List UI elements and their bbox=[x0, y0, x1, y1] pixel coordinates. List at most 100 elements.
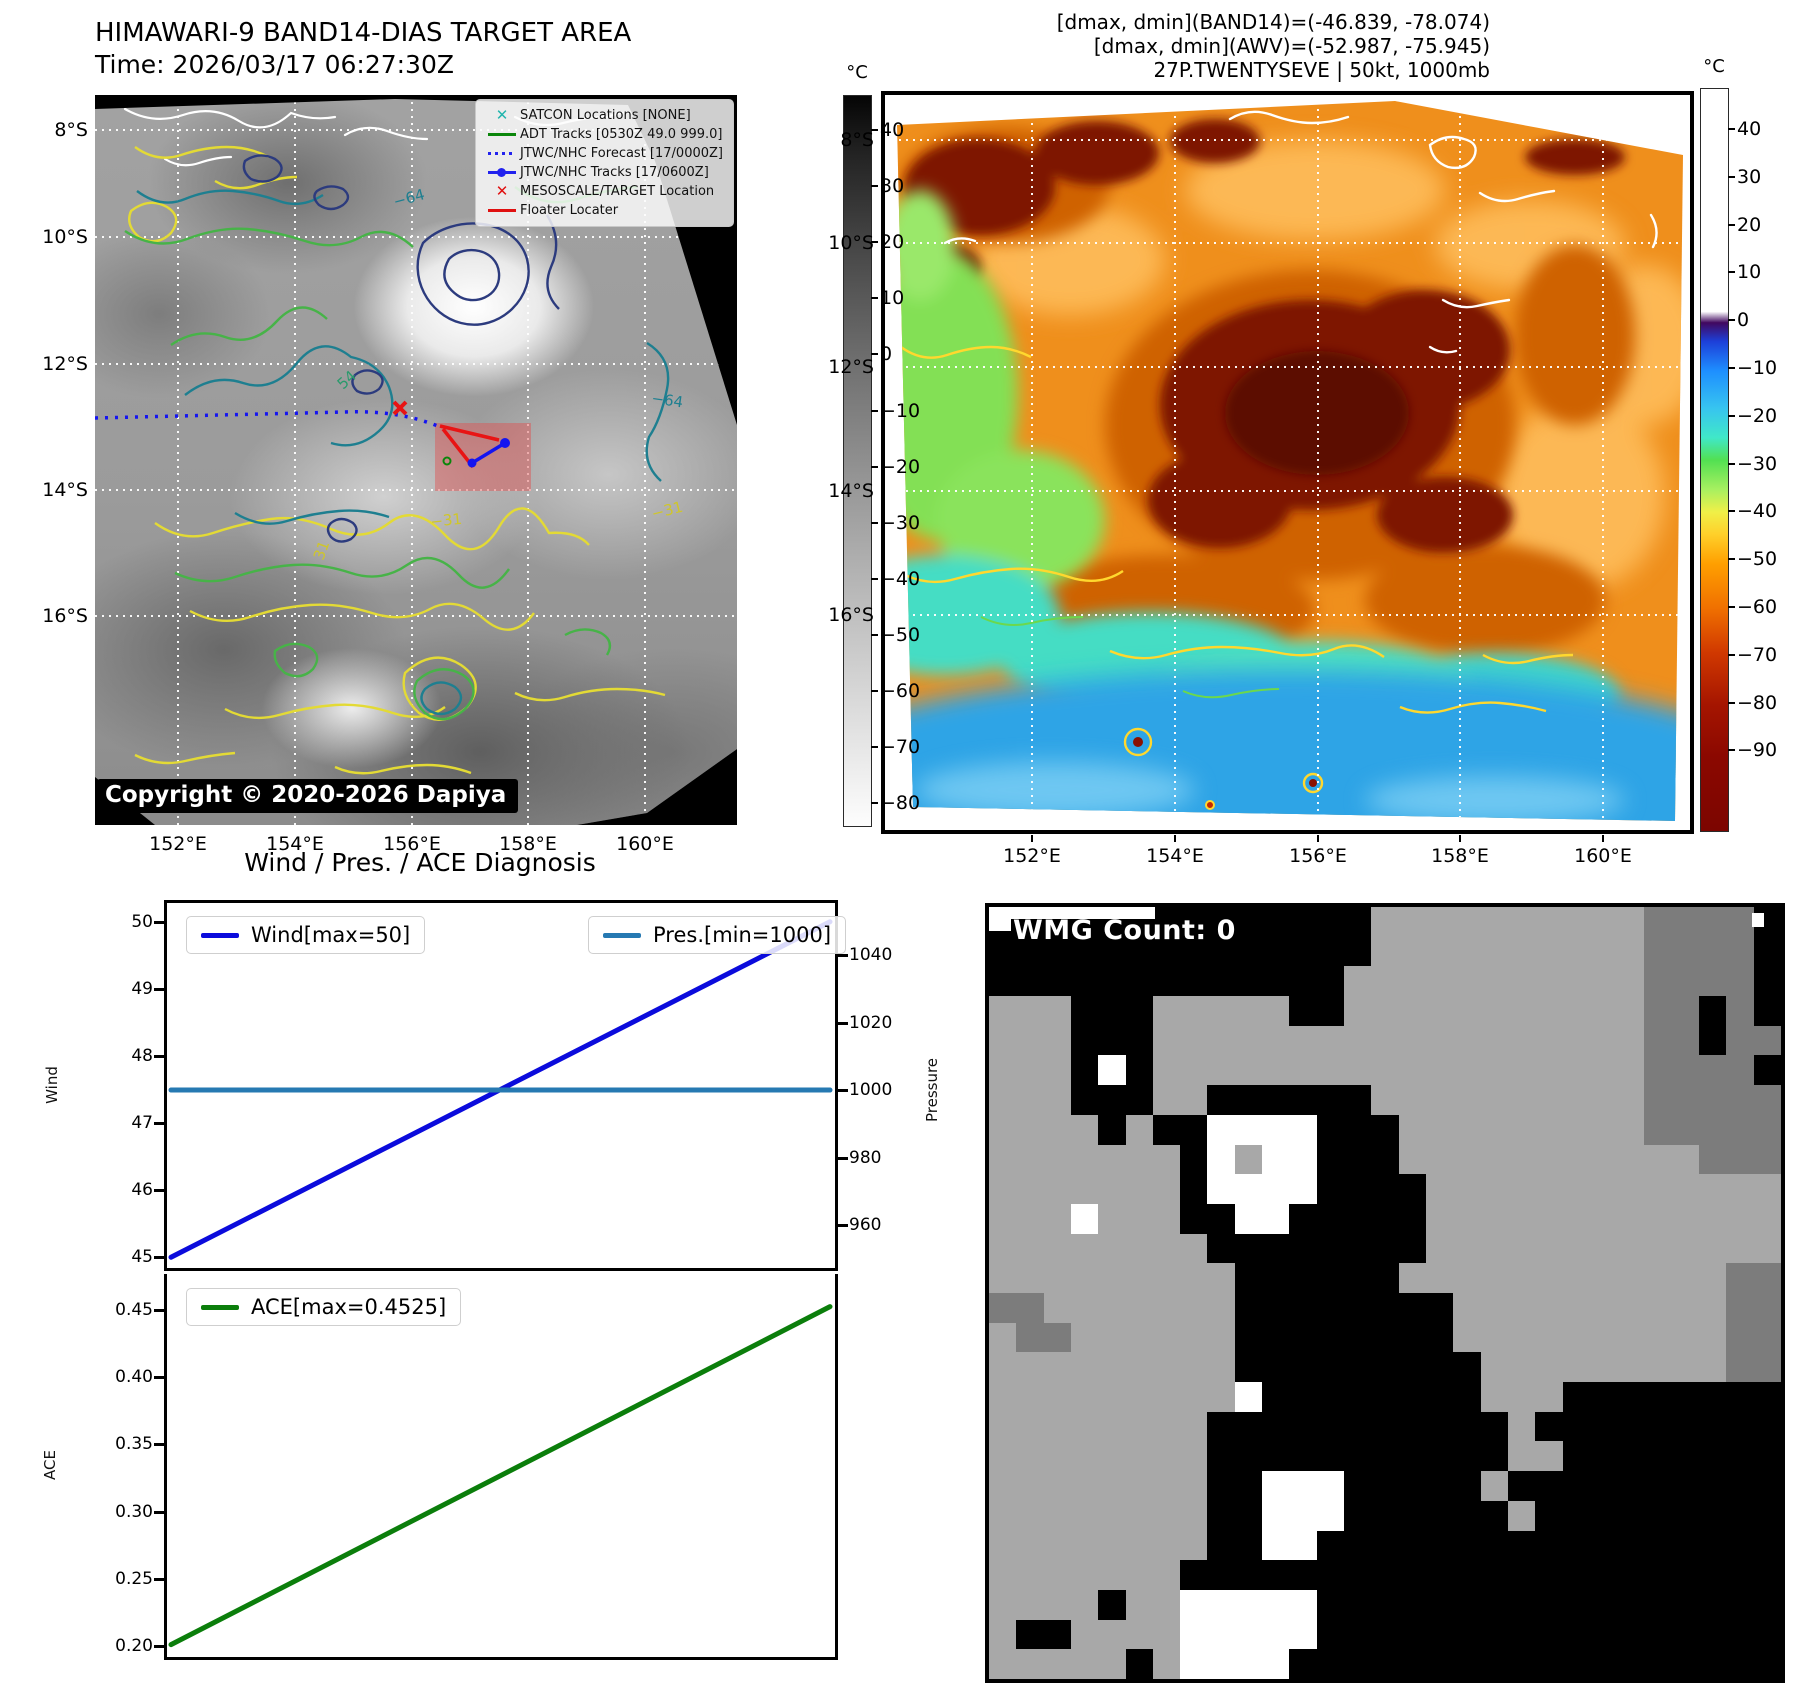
wmg-cell bbox=[1507, 996, 1536, 1026]
wmg-cell bbox=[1344, 1411, 1372, 1442]
wmg-cell bbox=[1316, 1560, 1345, 1590]
wmg-cell bbox=[1316, 1619, 1345, 1650]
wmg-cell bbox=[1043, 1352, 1071, 1383]
wmg-cell bbox=[1425, 966, 1454, 997]
wmg-cell bbox=[1316, 1500, 1345, 1531]
wmg-cell bbox=[1152, 936, 1181, 967]
tick-label: 980 bbox=[849, 1148, 882, 1168]
wmg-cell bbox=[1617, 1530, 1645, 1561]
legend-item: JTWC/NHC Tracks [17/0600Z] bbox=[484, 163, 723, 182]
tick-mark bbox=[871, 353, 878, 356]
wmg-cell bbox=[1507, 1500, 1536, 1531]
wmg-cell bbox=[1425, 1471, 1454, 1501]
wmg-cell bbox=[1562, 1233, 1590, 1264]
wmg-cell bbox=[1699, 1322, 1727, 1353]
wmg-cell bbox=[1753, 1174, 1781, 1204]
wmg-cell bbox=[1344, 1085, 1372, 1115]
tick-mark bbox=[154, 1309, 164, 1312]
tick-label: −40 bbox=[1737, 500, 1778, 523]
tick-mark bbox=[1728, 749, 1735, 752]
wmg-cell bbox=[1562, 966, 1590, 997]
wmg-cell bbox=[1671, 966, 1700, 997]
legend-item: ADT Tracks [0530Z 49.0 999.0] bbox=[484, 125, 723, 144]
ace-axis-label: ACE bbox=[41, 1450, 59, 1480]
wmg-cell bbox=[1070, 1441, 1099, 1472]
wmg-cell bbox=[1070, 1530, 1099, 1561]
wmg-cell bbox=[1617, 1322, 1645, 1353]
wmg-cell bbox=[1453, 1174, 1481, 1204]
wmg-cell bbox=[1589, 936, 1618, 967]
wmg-cell bbox=[1344, 936, 1372, 967]
wmg-cell bbox=[1371, 1560, 1399, 1590]
wmg-cell bbox=[1562, 1649, 1590, 1679]
tick-mark bbox=[871, 633, 878, 636]
wmg-cell bbox=[1535, 1471, 1563, 1501]
tick-label: 48 bbox=[131, 1046, 153, 1066]
legend-label: Floater Locater bbox=[520, 203, 619, 218]
wmg-cell bbox=[1098, 1382, 1126, 1412]
wmg-cell bbox=[1152, 1293, 1181, 1323]
wmg-cell bbox=[1070, 1114, 1099, 1145]
wmg-cell bbox=[1671, 1085, 1700, 1115]
tick-mark bbox=[838, 954, 848, 957]
wmg-cell bbox=[1589, 1114, 1618, 1145]
wmg-cell bbox=[1644, 1649, 1672, 1679]
pressure-legend: Pres.[min=1000] bbox=[588, 916, 847, 954]
wmg-cell bbox=[1671, 996, 1700, 1026]
wmg-cell bbox=[1098, 1203, 1126, 1234]
wmg-cell bbox=[1043, 1293, 1071, 1323]
legend-label: JTWC/NHC Tracks [17/0600Z] bbox=[520, 165, 709, 180]
wmg-cell bbox=[1016, 1500, 1044, 1531]
wind-line-swatch-icon bbox=[201, 932, 239, 938]
band14-colorbar bbox=[843, 95, 872, 827]
wmg-cell bbox=[1753, 966, 1781, 997]
wmg-cell bbox=[1316, 1025, 1345, 1056]
wmg-cell bbox=[1589, 1352, 1618, 1383]
wmg-cell bbox=[1262, 1203, 1290, 1234]
wmg-cell bbox=[1589, 1530, 1618, 1561]
wmg-cell bbox=[1726, 1144, 1754, 1175]
map-legend: ✕ SATCON Locations [NONE] ADT Tracks [0530… bbox=[475, 99, 734, 227]
wmg-cell bbox=[1535, 1085, 1563, 1115]
wmg-cell bbox=[1425, 1085, 1454, 1115]
wmg-cell bbox=[1316, 1055, 1345, 1086]
wmg-cell bbox=[1152, 1382, 1181, 1412]
wmg-cell bbox=[989, 1293, 1017, 1323]
wmg-cell bbox=[1699, 1055, 1727, 1086]
wmg-cell bbox=[1016, 1649, 1044, 1679]
wmg-cell bbox=[1234, 1471, 1263, 1501]
wmg-cell bbox=[1371, 1471, 1399, 1501]
wmg-cell bbox=[1699, 1411, 1727, 1442]
wmg-cell bbox=[1125, 936, 1153, 967]
wmg-cell bbox=[1480, 1293, 1508, 1323]
wmg-cell bbox=[1699, 1649, 1727, 1679]
wmg-cell bbox=[1016, 1352, 1044, 1383]
wmg-cell bbox=[1180, 1352, 1208, 1383]
wmg-cell bbox=[1070, 1500, 1099, 1531]
wmg-cell bbox=[989, 1352, 1017, 1383]
wmg-cell bbox=[1398, 1055, 1426, 1086]
contour-label: −64 bbox=[391, 185, 426, 211]
pressure-legend-label: Pres.[min=1000] bbox=[653, 923, 832, 947]
wmg-cell bbox=[1016, 1589, 1044, 1620]
wmg-cell bbox=[1425, 936, 1454, 967]
wmg-cell bbox=[1671, 1411, 1700, 1442]
x-marker-icon: ✕ bbox=[495, 106, 509, 124]
wmg-cell bbox=[1589, 1055, 1618, 1086]
tick-label: 0.35 bbox=[115, 1434, 153, 1454]
wmg-cell bbox=[1180, 1411, 1208, 1442]
wmg-cell bbox=[1480, 1322, 1508, 1353]
wmg-cell bbox=[1617, 1055, 1645, 1086]
wmg-cell bbox=[1398, 936, 1426, 967]
wmg-cell bbox=[989, 1619, 1017, 1650]
wmg-cell bbox=[1398, 966, 1426, 997]
wmg-cell bbox=[1480, 1144, 1508, 1175]
warm-cloud-patches bbox=[975, 140, 1683, 590]
wmg-cell bbox=[1617, 1085, 1645, 1115]
wmg-cell bbox=[1371, 1441, 1399, 1472]
legend-label: MESOSCALE/TARGET Location bbox=[520, 184, 715, 199]
wmg-cell bbox=[1344, 1203, 1372, 1234]
wmg-cell bbox=[1507, 1471, 1536, 1501]
wmg-cell bbox=[1644, 1322, 1672, 1353]
wmg-cell bbox=[1617, 1144, 1645, 1175]
